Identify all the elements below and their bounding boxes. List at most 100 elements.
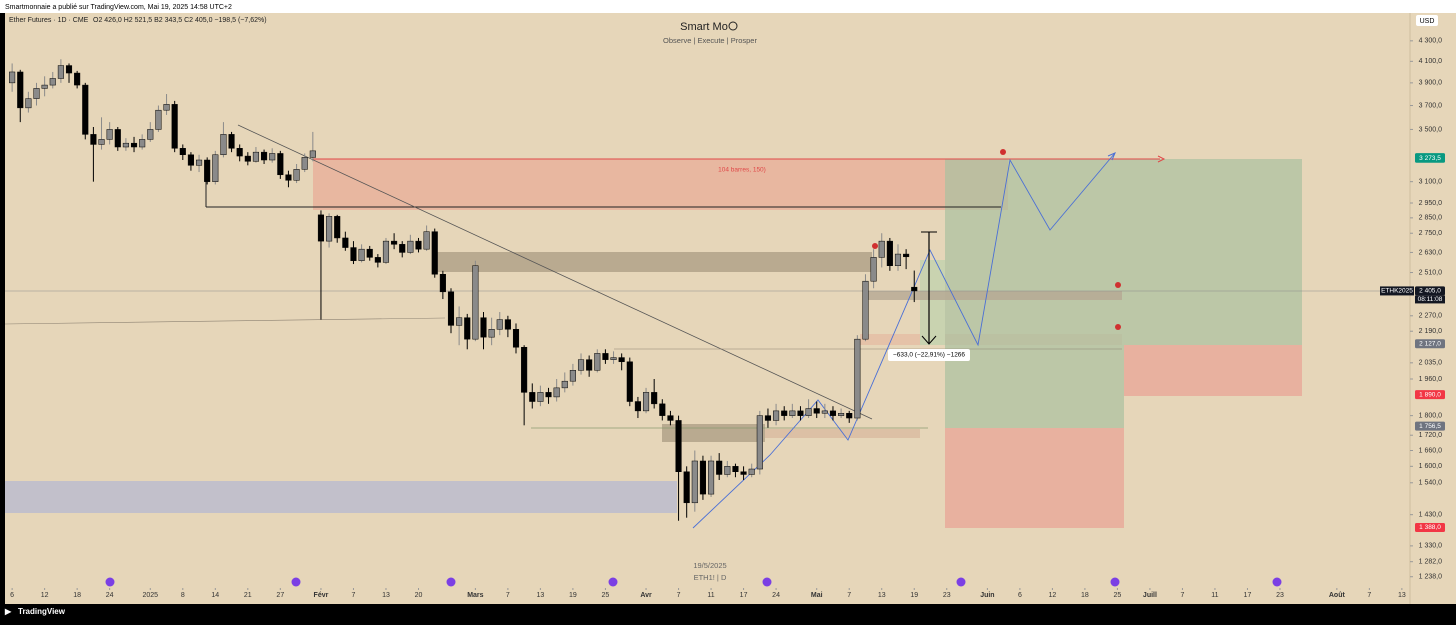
candle-body [577,359,585,371]
candle-body [456,317,463,326]
y-tick-label: 1 330,0 [1419,543,1442,550]
candle-body [781,410,788,416]
candle-body [391,240,398,245]
ohlc: O2 426,0 H2 521,5 B2 343,5 C2 405,0 −198… [93,17,267,24]
alert-icon [1000,149,1006,155]
candle-body [716,460,723,475]
candle-body [521,346,528,393]
x-tick-label: Févr [314,592,329,599]
x-tick-label: 7 [1180,592,1184,599]
x-tick-label: 12 [1049,592,1057,599]
x-tick-label: 13 [382,592,390,599]
candle-body [212,154,219,182]
x-tick-label: 6 [1018,592,1022,599]
candle-body [350,247,357,261]
symbol-badge: ETHK2025 [1381,288,1413,295]
candle-body [439,274,446,293]
footer-logo: ▶ [4,607,12,616]
candle-body [764,415,772,421]
y-tick-label: 1 800,0 [1419,412,1442,419]
footer-bar [0,604,1456,620]
candle-body [261,151,268,161]
candle-body [870,257,877,282]
y-tick-label: 2 270,0 [1419,313,1442,320]
x-tick-label: 24 [106,592,114,599]
candle-body [366,248,373,258]
x-tick-label: 20 [415,592,423,599]
candle-body [626,361,633,402]
x-tick-label: 13 [1398,592,1406,599]
y-tick-label: 2 630,0 [1419,249,1442,256]
x-tick-label: 13 [536,592,544,599]
candle-body [252,151,259,162]
candle-body [147,129,154,140]
candle-body [301,157,308,170]
x-tick-label: Mars [467,592,483,599]
event-icons [105,577,1282,587]
candle-body [407,240,414,253]
footer: TradingView [18,607,66,616]
candle-body [854,338,861,419]
candle-body [813,408,820,414]
candle-body [561,380,568,389]
event-icon [956,577,966,587]
candle-body [773,410,780,421]
candle-body [57,65,64,79]
x-tick-label: 13 [878,592,886,599]
x-tick-label: 2025 [142,592,158,599]
candle-body [9,71,16,84]
candle-body [293,169,300,181]
x-tick-label: 7 [1367,592,1371,599]
watermark-icon [728,21,738,31]
x-tick-label: 7 [506,592,510,599]
candle-body [358,248,365,261]
candle-body [569,370,576,382]
candle-body [447,291,455,326]
candle-body [236,148,243,157]
y-tick-label: 1 600,0 [1419,463,1442,470]
x-tick-label: 11 [707,592,714,599]
x-tick-label: 27 [276,592,284,599]
candle-body [789,410,796,416]
candle-body [317,214,325,242]
candle-body [504,319,511,330]
event-icon [762,577,772,587]
candle-body [106,129,113,140]
y-tick-label: 2 035,0 [1419,360,1442,367]
candle-body [903,253,910,258]
candle-body [374,257,381,263]
x-tick-label: Juill [1143,592,1157,599]
candle-body [553,387,560,398]
candle-body [163,104,170,111]
projection [692,152,1116,529]
x-tick-label: 8 [181,592,185,599]
y-tick-label: 3 500,0 [1419,126,1442,133]
candle-body [529,392,536,402]
currency: USD [1420,18,1435,25]
candle-body [179,148,186,156]
candle-body [586,359,593,371]
candle-body [74,72,81,86]
candle-body [602,353,609,360]
zone [920,260,945,345]
price-badge-label: 3 273,5 [1419,155,1441,162]
x-tick-label: Mai [811,592,823,599]
candle-body [431,231,438,275]
event-icon [608,577,618,587]
top-strip [0,0,1456,13]
candle-body [464,317,471,340]
candle-body [33,88,40,99]
candle-body [667,415,674,421]
x-tick-label: 25 [1114,592,1122,599]
candle-body [155,109,162,130]
candle-body [17,71,24,109]
countdown-badge [1415,295,1445,304]
price-badge-label: 2 127,0 [1419,341,1441,348]
candle-body [911,286,918,292]
candle-body [423,231,430,250]
candle-body [334,216,341,239]
candle-body [415,240,422,250]
candle-body [90,134,97,145]
price-badge [1415,523,1445,533]
candle-body [829,410,837,416]
